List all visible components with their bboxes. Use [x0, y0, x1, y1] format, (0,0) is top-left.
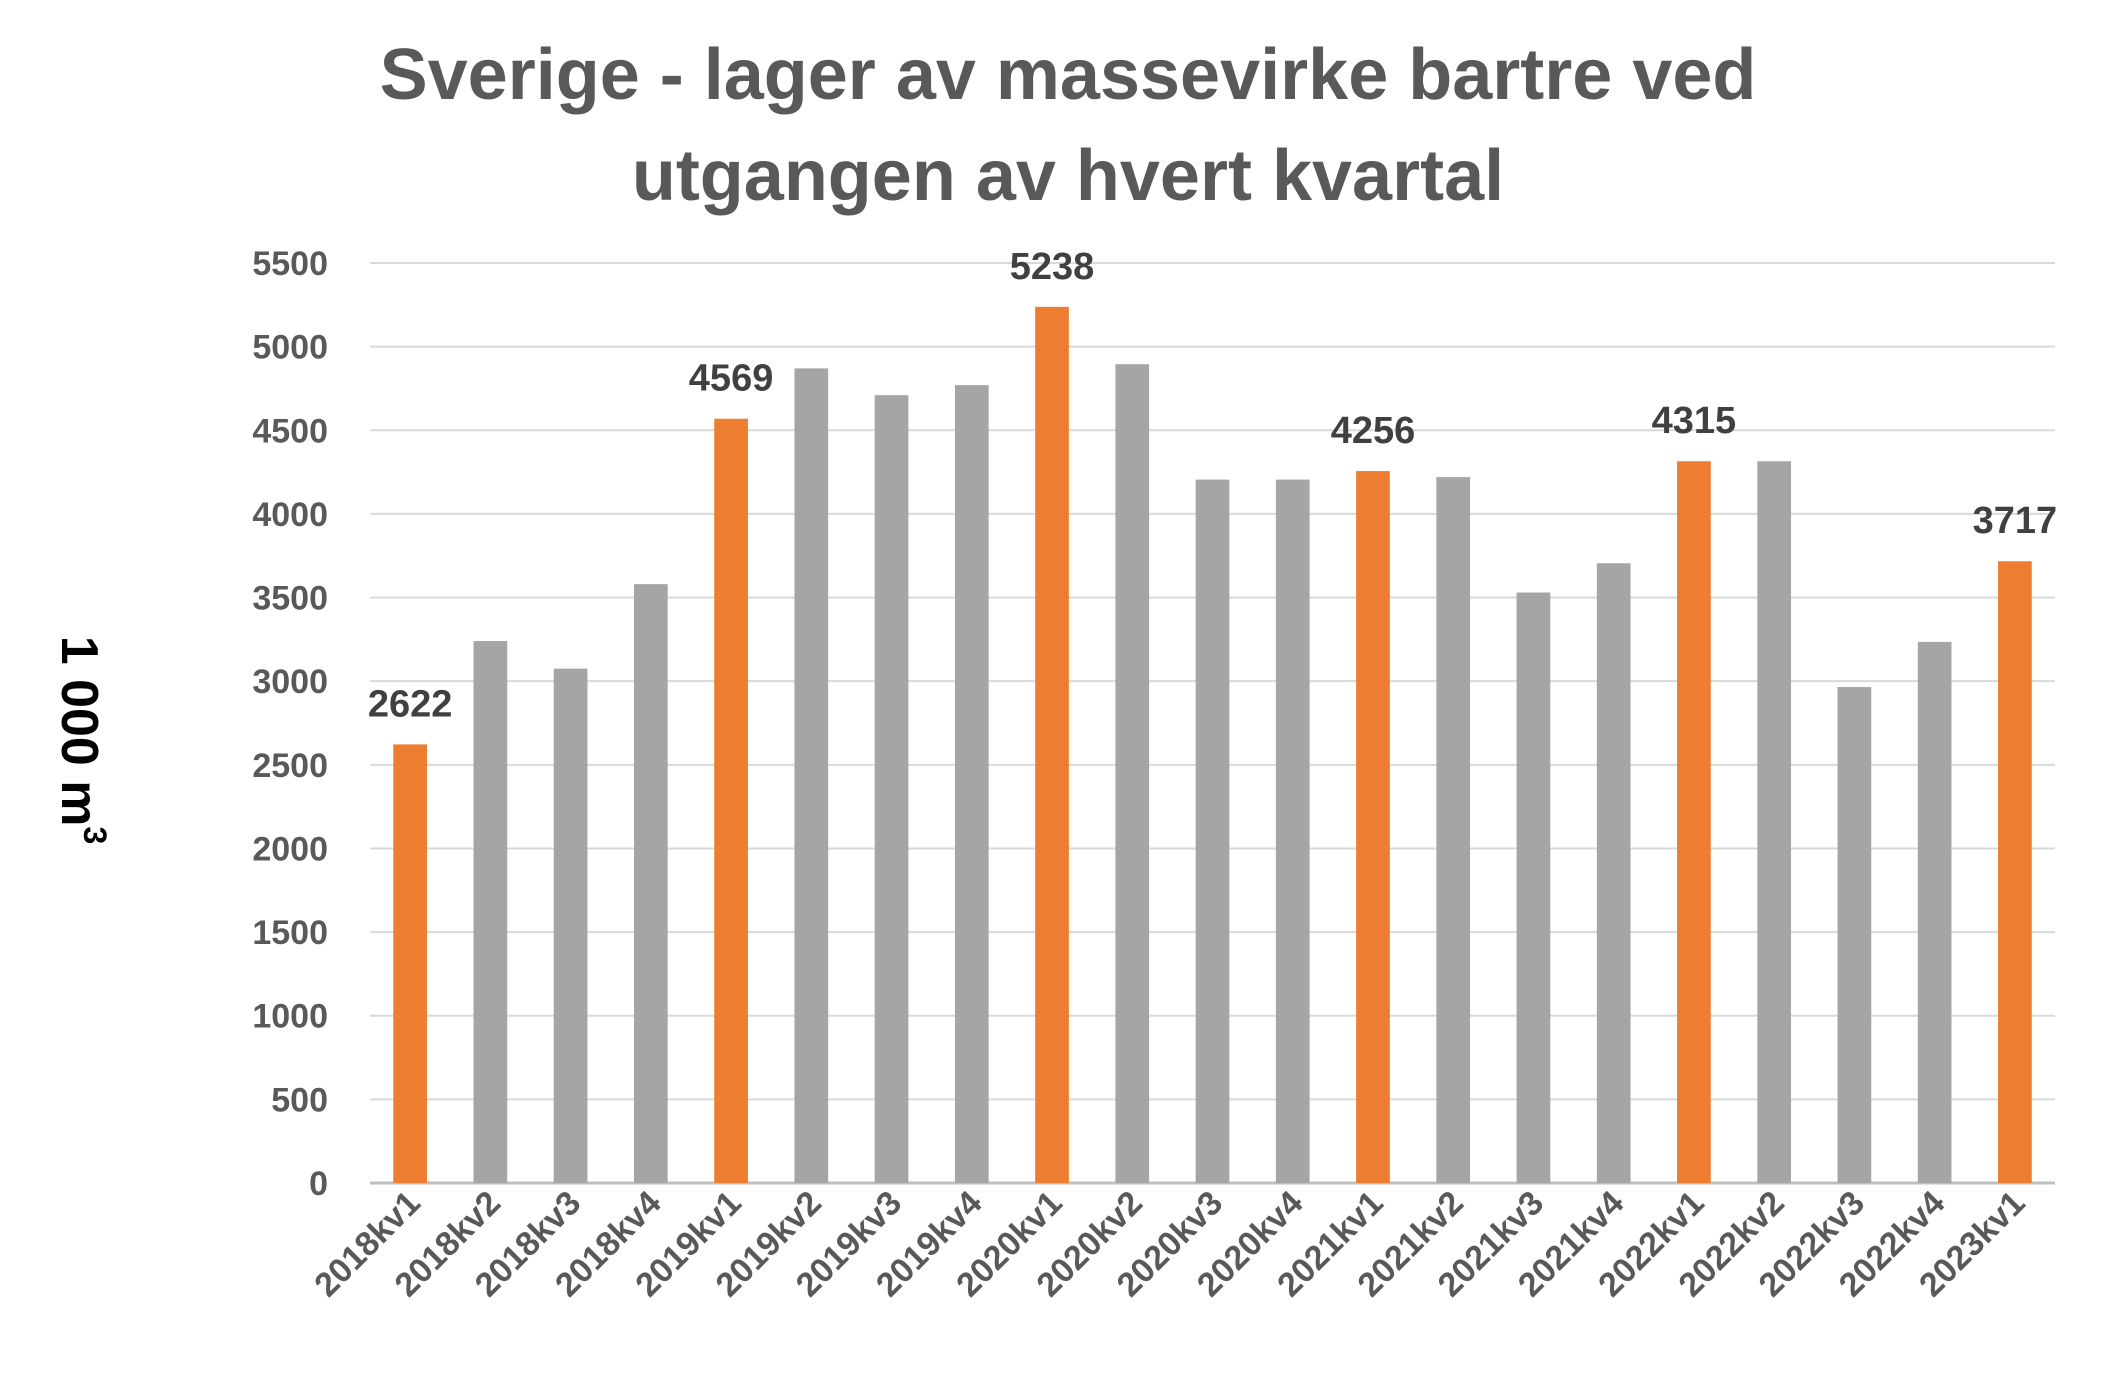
- y-axis-label-superscript: 3: [77, 827, 113, 845]
- bar-2020kv1: [1035, 306, 1069, 1183]
- bar-2021kv4: [1596, 563, 1631, 1183]
- y-axis-label: 1 000 m3: [50, 636, 113, 845]
- bar-2018kv3: [553, 668, 588, 1183]
- bar-2019kv1: [714, 418, 748, 1183]
- bar-2019kv4: [954, 385, 989, 1183]
- y-tick-label: 1000: [252, 998, 328, 1036]
- chart-title-line-2: utgangen av hvert kvartal: [632, 136, 1504, 216]
- y-tick-label: 5500: [252, 245, 328, 283]
- bar-2018kv2: [473, 641, 508, 1183]
- y-tick-label: 500: [271, 1081, 328, 1119]
- data-label-2021kv1: 4256: [1331, 410, 1416, 452]
- bar-2021kv2: [1436, 477, 1471, 1183]
- bar-2022kv4: [1917, 641, 1952, 1183]
- bar-2020kv2: [1115, 364, 1150, 1183]
- bar-2020kv4: [1275, 479, 1310, 1184]
- data-label-2022kv1: 4315: [1652, 400, 1737, 442]
- bar-2023kv1: [1998, 561, 2032, 1183]
- bar-2019kv3: [874, 395, 909, 1183]
- bar-2020kv3: [1195, 479, 1230, 1184]
- y-tick-label: 3500: [252, 580, 328, 618]
- y-tick-label: 2000: [252, 830, 328, 868]
- y-tick-label: 2500: [252, 747, 328, 785]
- y-tick-label: 1500: [252, 914, 328, 952]
- chart-title-line-1: Sverige - lager av massevirke bartre ved: [380, 35, 1757, 115]
- bars: [393, 306, 2032, 1184]
- bar-2022kv2: [1757, 461, 1792, 1184]
- y-axis-ticks: 0 500 1000 1500 2000 2500 3000 3500 4000 4500 5000…: [252, 245, 328, 1203]
- chart-title: Sverige - lager av massevirke bartre ved…: [380, 35, 1757, 216]
- bar-2022kv3: [1837, 687, 1872, 1183]
- data-labels: 2622 4569 5238 4256 4315 3717: [368, 246, 2057, 726]
- y-tick-label: 5000: [252, 329, 328, 367]
- y-tick-label: 0: [309, 1165, 328, 1203]
- data-label-2018kv1: 2622: [368, 683, 453, 725]
- y-tick-label: 3000: [252, 663, 328, 701]
- y-tick-label: 4000: [252, 496, 328, 534]
- x-axis-ticks: 2018kv12018kv22018kv32018kv42019kv12019k…: [307, 1184, 2032, 1305]
- bar-2018kv1: [393, 744, 427, 1183]
- y-axis-label-text: 1 000 m: [50, 636, 108, 827]
- svg-text:1 000 m3: 1 000 m3: [50, 636, 113, 845]
- bar-2021kv1: [1356, 471, 1390, 1183]
- data-label-2023kv1: 3717: [1973, 500, 2058, 542]
- bar-2018kv4: [633, 584, 668, 1183]
- bar-2019kv2: [794, 368, 829, 1183]
- data-label-2019kv1: 4569: [689, 358, 774, 400]
- bar-2021kv3: [1516, 592, 1551, 1183]
- data-label-2020kv1: 5238: [1010, 246, 1095, 288]
- y-tick-label: 4500: [252, 412, 328, 450]
- bar-2022kv1: [1677, 461, 1711, 1184]
